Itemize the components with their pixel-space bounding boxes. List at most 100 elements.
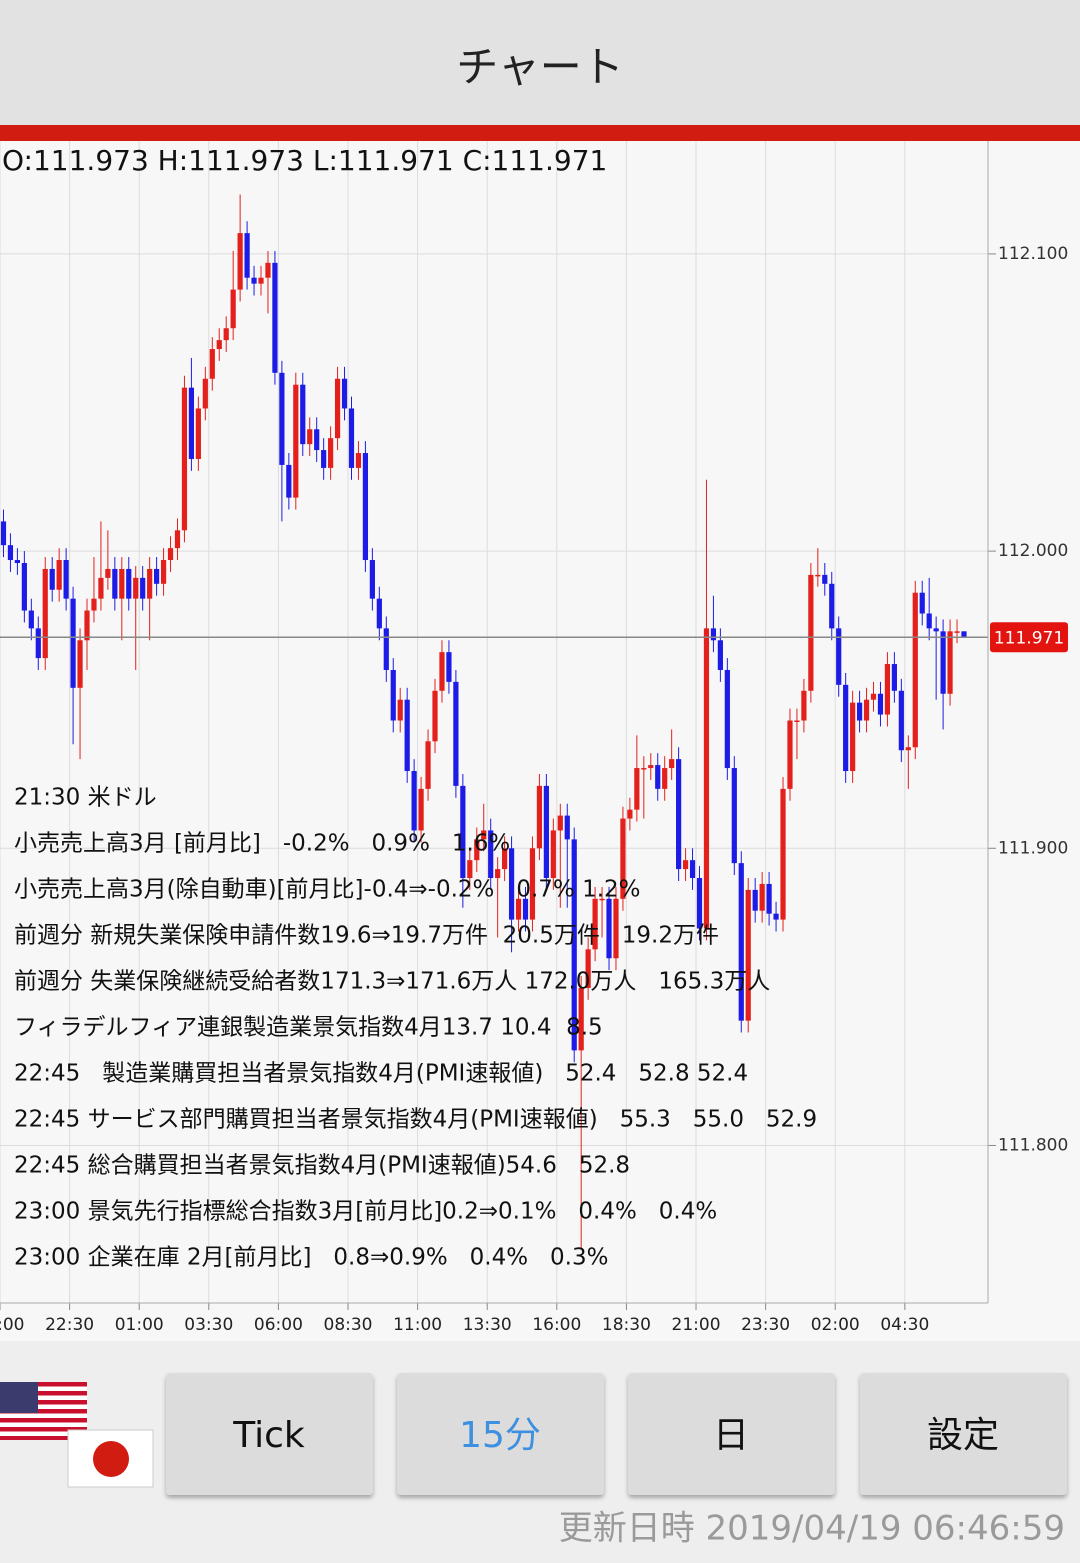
candle-body [515,898,522,920]
candle-body [696,878,703,929]
candle-body [258,277,264,284]
button[interactable] [860,1373,1067,1495]
candle-body [843,684,849,772]
candle-body [230,289,236,329]
candle-body [627,809,633,819]
event-line: 22:45 サービス部門購買担当者景気指数4月(PMI速報値) 55.3 55.… [14,1107,817,1133]
button-label[interactable]: 日 [713,1415,749,1456]
candle-body [856,702,863,721]
candle-body [411,771,417,831]
candle-body [425,741,431,789]
candle-body [216,340,222,350]
candle-body [947,631,953,694]
candle-body [460,785,466,879]
candle-body [404,699,410,772]
candle-body [863,699,870,721]
button-label[interactable]: 設定 [927,1415,999,1456]
candle-body [446,652,452,682]
candle-body [787,720,793,789]
candle-body [467,860,473,879]
y-tick-label: 111.800 [998,1135,1068,1155]
x-tick-label: 11:00 [393,1315,442,1335]
current-price-label: 111.971 [994,628,1064,648]
candle-body [682,860,689,870]
button[interactable] [397,1373,604,1495]
candle-body [209,349,215,379]
candle-body [724,669,730,769]
button-label[interactable]: Tick [232,1415,305,1456]
x-tick-label: 08:30 [324,1315,373,1335]
candle-body [557,815,563,831]
candle-body [7,545,14,561]
candle-body [891,664,897,691]
candle-body [620,818,626,899]
candle-body [174,530,181,549]
candle-body [564,815,570,840]
candle-body [745,889,751,1021]
candle-body [91,598,97,611]
candle-body [780,788,786,920]
candle-body [418,788,424,831]
candle-body [877,693,884,715]
app-title: チャート [456,43,624,92]
event-line: 21:30 米ドル [14,785,157,811]
candle-body [439,652,445,691]
candle-body [759,883,765,911]
candle-body [28,610,34,629]
ohlc-header: O:111.973 H:111.973 L:111.971 C:111.971 [2,144,607,177]
y-tick-label: 112.100 [998,244,1068,264]
candle-body [606,898,612,959]
current-price-box [990,622,1068,653]
button-label[interactable]: 15分 [459,1415,541,1456]
jp-flag [67,1429,154,1488]
candle-body [571,839,577,1051]
candle-body [648,765,654,769]
x-tick-label: 13:30 [463,1315,512,1335]
candle-body [752,889,758,911]
candle-body [822,574,828,584]
event-line: 23:00 景気先行指標総合指数3月[前月比]0.2⇒0.1% 0.4% 0.4… [14,1199,717,1225]
candle-body [49,568,55,590]
accent-bar [0,125,1080,141]
candle-body [731,768,737,864]
candle-body [98,577,104,599]
event-line: フィラデルフィア連銀製造業景気指数4月13.7 10.4 8.5 [14,1015,603,1041]
candle-body [474,839,480,861]
candle-body [578,987,584,1051]
candle-body [202,378,208,409]
candle-body [14,560,21,563]
candle-body [293,384,299,498]
candle-body [905,747,911,751]
candle-body [244,233,250,278]
candle-body [341,378,348,409]
candle-body [453,681,459,786]
candle-body [933,628,939,632]
candle-body [376,598,382,629]
candle-body [272,262,278,373]
button[interactable] [628,1373,835,1495]
x-tick-label: 22:30 [45,1315,94,1335]
candle-body [613,898,619,959]
candle-body [133,577,139,599]
candle-body [84,610,90,641]
y-tick-label: 111.900 [998,838,1068,858]
candle-body [870,693,877,700]
candle-body [181,387,188,531]
candle-body [634,768,640,810]
x-tick-label: 18:30 [602,1315,651,1335]
button[interactable] [166,1373,373,1495]
candle-body [543,785,549,879]
candle-body [147,568,153,599]
update-time: 更新日時 2019/04/19 06:46:59 [559,1509,1065,1549]
candle-body [599,898,605,901]
candle-body [251,277,257,284]
candle-body [286,464,292,498]
x-tick-label: 16:00 [532,1315,581,1335]
app-bar [0,0,1080,125]
event-line: 前週分 失業保険継続受給者数171.3⇒171.6万人 172.0万人 165.… [14,969,770,995]
candle-body [550,830,556,879]
candle-body [808,574,814,691]
candle-body [265,262,271,278]
candle-body [188,387,195,459]
